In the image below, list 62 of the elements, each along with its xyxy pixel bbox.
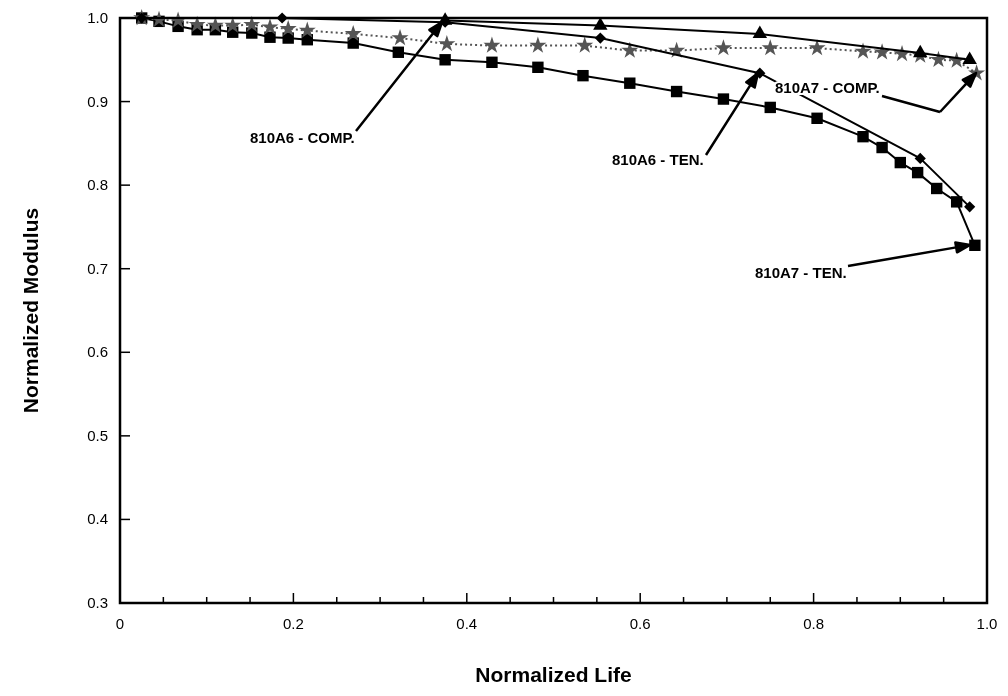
y-tick-label: 0.6	[87, 343, 108, 361]
point	[621, 41, 639, 58]
y-tick-label: 0.9	[87, 92, 108, 110]
x-tick-label: 0.4	[456, 615, 478, 632]
point	[913, 44, 928, 58]
x-tick-label: 0.2	[282, 615, 304, 632]
point	[950, 196, 963, 208]
point	[577, 69, 589, 82]
point	[964, 201, 976, 213]
y-tick-label: 0.5	[87, 426, 108, 444]
point	[529, 36, 547, 53]
x-tick-label: 0.8	[803, 615, 825, 632]
annotation: 810A7 - TEN.	[755, 264, 847, 281]
point	[261, 18, 279, 35]
point	[439, 54, 451, 66]
point	[931, 182, 943, 195]
point	[808, 39, 826, 56]
annotation: 810A6 - TEN.	[612, 151, 704, 168]
point	[894, 156, 906, 169]
point	[486, 56, 498, 68]
point	[593, 17, 608, 30]
y-tick-label: 0.7	[87, 259, 108, 277]
point	[576, 36, 594, 53]
y-tick-label: 0.8	[87, 176, 108, 194]
point	[752, 25, 768, 39]
annotation: 810A6 - COMP.	[250, 129, 355, 146]
point	[391, 29, 409, 46]
x-tick-label: 0	[115, 615, 125, 632]
point	[914, 152, 926, 164]
point	[811, 112, 823, 124]
point	[532, 61, 544, 74]
point	[276, 12, 288, 24]
point	[876, 141, 888, 154]
point	[264, 31, 276, 43]
point	[929, 50, 947, 68]
y-tick-label: 0.4	[87, 510, 108, 528]
y-tick-label: 0.3	[87, 594, 108, 611]
point	[911, 166, 924, 179]
point	[962, 51, 977, 64]
point	[717, 93, 730, 105]
point	[298, 21, 316, 38]
point	[857, 130, 869, 143]
y-tick-label: 1.0	[87, 9, 108, 26]
point	[969, 239, 981, 252]
x-axis-title: Normalized Life	[475, 663, 632, 686]
point	[854, 42, 872, 59]
point	[224, 16, 242, 33]
point	[761, 39, 779, 56]
point	[392, 46, 405, 58]
point	[764, 101, 776, 114]
point	[670, 85, 683, 98]
point	[279, 19, 297, 37]
y-axis-title: Normalized Modulus	[19, 207, 42, 414]
point	[483, 36, 501, 53]
point	[624, 77, 636, 89]
point	[438, 34, 456, 52]
x-tick-label: 0.6	[629, 615, 651, 632]
point	[206, 16, 224, 33]
point	[714, 39, 732, 56]
point	[344, 24, 362, 42]
point	[594, 32, 606, 44]
x-tick-label: 1.0	[976, 615, 998, 632]
